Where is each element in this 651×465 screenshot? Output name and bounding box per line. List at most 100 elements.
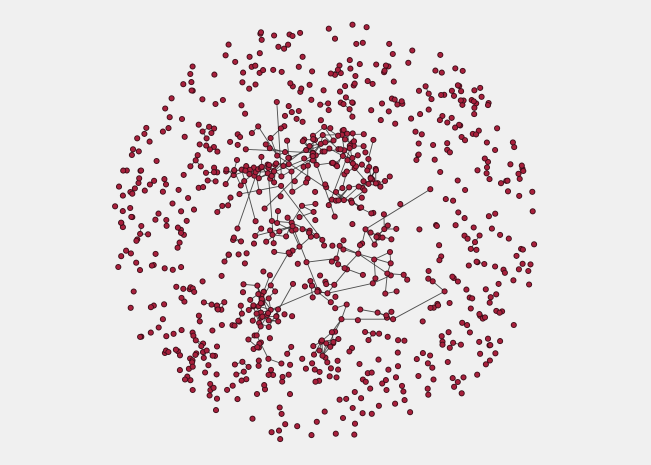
graph-node[interactable]: [342, 94, 349, 101]
graph-node[interactable]: [225, 251, 232, 258]
graph-node[interactable]: [246, 171, 253, 178]
graph-node[interactable]: [400, 388, 407, 395]
graph-node[interactable]: [265, 310, 272, 317]
graph-node[interactable]: [208, 301, 215, 308]
graph-node[interactable]: [412, 128, 419, 135]
graph-node[interactable]: [454, 278, 461, 285]
graph-node[interactable]: [401, 397, 408, 404]
graph-node[interactable]: [529, 188, 536, 195]
graph-node[interactable]: [320, 87, 327, 94]
graph-node[interactable]: [310, 343, 317, 350]
graph-node[interactable]: [331, 281, 338, 288]
graph-node[interactable]: [183, 217, 190, 224]
graph-node[interactable]: [455, 209, 462, 216]
graph-node[interactable]: [510, 321, 517, 329]
graph-node[interactable]: [294, 423, 301, 430]
graph-node[interactable]: [282, 149, 289, 156]
graph-node[interactable]: [515, 266, 522, 273]
graph-node[interactable]: [425, 106, 432, 113]
graph-node[interactable]: [265, 355, 272, 362]
graph-node[interactable]: [213, 395, 221, 402]
graph-node[interactable]: [397, 201, 404, 208]
graph-node[interactable]: [192, 157, 199, 164]
graph-node[interactable]: [313, 232, 320, 239]
graph-node[interactable]: [327, 70, 334, 77]
graph-node[interactable]: [238, 377, 245, 384]
graph-node[interactable]: [243, 250, 250, 257]
graph-node[interactable]: [368, 210, 375, 217]
graph-node[interactable]: [487, 342, 494, 349]
graph-node[interactable]: [175, 186, 182, 193]
graph-node[interactable]: [317, 101, 324, 108]
graph-node[interactable]: [240, 69, 247, 76]
graph-node[interactable]: [507, 161, 514, 168]
graph-node[interactable]: [325, 107, 332, 114]
graph-node[interactable]: [197, 163, 204, 170]
graph-node[interactable]: [349, 160, 356, 167]
graph-node[interactable]: [237, 238, 245, 245]
graph-node[interactable]: [130, 288, 137, 295]
graph-node[interactable]: [153, 157, 160, 165]
graph-node[interactable]: [487, 294, 494, 301]
graph-node[interactable]: [273, 160, 280, 167]
graph-node[interactable]: [318, 337, 325, 344]
graph-node[interactable]: [342, 136, 349, 143]
graph-node[interactable]: [495, 280, 502, 287]
graph-node[interactable]: [375, 356, 382, 363]
graph-node[interactable]: [214, 148, 221, 155]
graph-node[interactable]: [331, 213, 338, 220]
graph-node[interactable]: [285, 161, 292, 168]
graph-node[interactable]: [332, 305, 339, 312]
graph-node[interactable]: [155, 210, 162, 217]
graph-node[interactable]: [372, 180, 379, 187]
graph-node[interactable]: [504, 177, 511, 184]
graph-node[interactable]: [275, 318, 282, 325]
graph-node[interactable]: [354, 152, 361, 159]
graph-node[interactable]: [470, 98, 477, 105]
graph-node[interactable]: [278, 173, 285, 180]
graph-node[interactable]: [302, 365, 309, 372]
graph-node[interactable]: [319, 352, 326, 359]
graph-node[interactable]: [291, 178, 298, 185]
graph-node[interactable]: [119, 192, 126, 199]
graph-node[interactable]: [162, 105, 169, 112]
graph-node[interactable]: [286, 391, 294, 398]
graph-node[interactable]: [263, 238, 270, 245]
graph-node[interactable]: [212, 407, 220, 414]
graph-node[interactable]: [342, 83, 349, 90]
graph-node[interactable]: [255, 362, 262, 369]
graph-node[interactable]: [381, 67, 388, 74]
graph-node[interactable]: [274, 208, 282, 215]
graph-node[interactable]: [368, 107, 375, 114]
graph-node[interactable]: [365, 337, 372, 344]
graph-node[interactable]: [486, 299, 493, 306]
graph-node[interactable]: [364, 167, 371, 174]
graph-node[interactable]: [515, 170, 522, 177]
graph-node[interactable]: [206, 392, 213, 399]
graph-node[interactable]: [309, 294, 316, 301]
graph-node[interactable]: [270, 240, 277, 247]
graph-node[interactable]: [444, 358, 451, 366]
graph-node[interactable]: [241, 260, 248, 267]
graph-node[interactable]: [413, 356, 420, 363]
graph-node[interactable]: [307, 277, 314, 285]
graph-node[interactable]: [245, 306, 252, 314]
graph-node[interactable]: [354, 317, 361, 324]
graph-node[interactable]: [178, 264, 185, 271]
graph-node[interactable]: [249, 415, 256, 422]
graph-node[interactable]: [161, 301, 168, 308]
graph-node[interactable]: [446, 344, 453, 351]
graph-node[interactable]: [384, 333, 391, 340]
graph-node[interactable]: [271, 168, 278, 175]
graph-node[interactable]: [248, 130, 255, 137]
graph-node[interactable]: [328, 329, 335, 336]
graph-node[interactable]: [343, 395, 350, 402]
graph-node[interactable]: [255, 123, 262, 130]
graph-node[interactable]: [316, 347, 323, 354]
graph-node[interactable]: [362, 328, 369, 336]
graph-node[interactable]: [476, 311, 483, 318]
graph-node[interactable]: [525, 267, 532, 275]
graph-node[interactable]: [214, 306, 221, 313]
graph-node[interactable]: [430, 141, 437, 149]
graph-node[interactable]: [312, 188, 319, 195]
